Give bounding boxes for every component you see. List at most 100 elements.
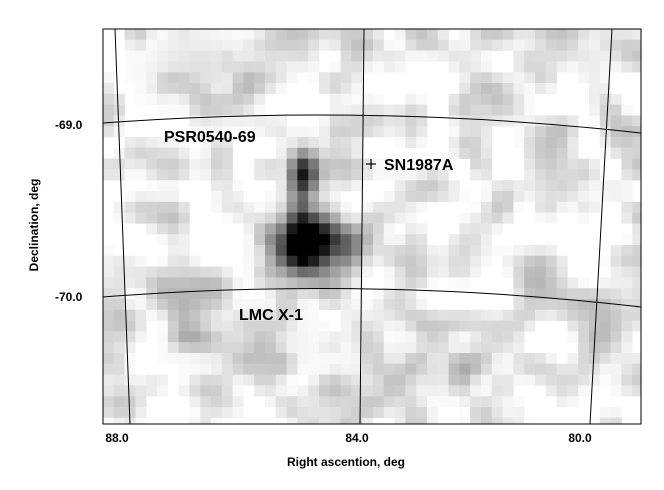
intensity-pixel — [232, 61, 244, 73]
intensity-pixel — [243, 39, 255, 51]
intensity-pixel — [524, 299, 536, 311]
intensity-pixel — [556, 137, 568, 149]
intensity-pixel — [610, 374, 622, 386]
intensity-pixel — [383, 320, 395, 332]
intensity-pixel — [232, 29, 244, 41]
intensity-pixel — [297, 417, 309, 424]
intensity-pixel — [254, 299, 266, 311]
intensity-pixel — [610, 320, 622, 332]
intensity-pixel — [167, 191, 179, 203]
intensity-pixel — [254, 342, 266, 354]
intensity-pixel — [157, 309, 169, 321]
intensity-pixel — [362, 342, 374, 354]
intensity-pixel — [340, 385, 352, 397]
intensity-pixel — [416, 331, 428, 343]
intensity-pixel — [275, 115, 287, 127]
intensity-pixel — [265, 255, 277, 267]
intensity-pixel — [275, 72, 287, 84]
intensity-pixel — [491, 374, 503, 386]
intensity-pixel — [286, 363, 298, 375]
intensity-pixel — [297, 396, 309, 408]
intensity-pixel — [610, 363, 622, 375]
intensity-pixel — [286, 277, 298, 289]
intensity-pixel — [513, 277, 525, 289]
intensity-pixel — [621, 320, 633, 332]
intensity-pixel — [265, 342, 277, 354]
intensity-pixel — [254, 158, 266, 170]
intensity-pixel — [211, 180, 223, 192]
intensity-pixel — [297, 180, 309, 192]
intensity-pixel — [427, 407, 439, 419]
intensity-pixel — [265, 374, 277, 386]
intensity-pixel — [275, 158, 287, 170]
intensity-pixel — [329, 158, 341, 170]
intensity-pixel — [362, 50, 374, 62]
intensity-pixel — [178, 61, 190, 73]
intensity-pixel — [567, 180, 579, 192]
intensity-pixel — [599, 39, 611, 51]
intensity-pixel — [340, 255, 352, 267]
intensity-pixel — [610, 115, 622, 127]
intensity-pixel — [351, 342, 363, 354]
intensity-pixel — [578, 201, 590, 213]
intensity-pixel — [265, 115, 277, 127]
intensity-pixel — [394, 126, 406, 138]
intensity-pixel — [481, 374, 493, 386]
intensity-pixel — [632, 288, 641, 300]
intensity-pixel — [545, 126, 557, 138]
intensity-pixel — [459, 61, 471, 73]
intensity-pixel — [275, 385, 287, 397]
intensity-pixel — [405, 385, 417, 397]
intensity-pixel — [124, 309, 136, 321]
intensity-pixel — [556, 158, 568, 170]
intensity-pixel — [405, 223, 417, 235]
intensity-pixel — [545, 255, 557, 267]
intensity-pixel — [621, 234, 633, 246]
intensity-pixel — [200, 93, 212, 105]
intensity-pixel — [535, 288, 547, 300]
intensity-pixel — [567, 277, 579, 289]
intensity-pixel — [232, 180, 244, 192]
intensity-pixel — [157, 266, 169, 278]
intensity-pixel — [567, 147, 579, 159]
intensity-pixel — [545, 288, 557, 300]
intensity-pixel — [448, 266, 460, 278]
intensity-pixel — [427, 180, 439, 192]
intensity-pixel — [200, 277, 212, 289]
intensity-pixel — [211, 266, 223, 278]
intensity-pixel — [319, 39, 331, 51]
intensity-pixel — [189, 158, 201, 170]
intensity-pixel — [448, 363, 460, 375]
intensity-pixel — [437, 396, 449, 408]
intensity-pixel — [578, 72, 590, 84]
intensity-pixel — [351, 266, 363, 278]
intensity-pixel — [286, 61, 298, 73]
intensity-pixel — [589, 115, 601, 127]
intensity-pixel — [178, 277, 190, 289]
intensity-pixel — [383, 374, 395, 386]
intensity-pixel — [124, 299, 136, 311]
intensity-pixel — [405, 39, 417, 51]
intensity-pixel — [545, 266, 557, 278]
intensity-pixel — [189, 39, 201, 51]
intensity-pixel — [146, 147, 158, 159]
intensity-pixel — [167, 169, 179, 181]
intensity-pixel — [589, 353, 601, 365]
intensity-pixel — [319, 385, 331, 397]
intensity-pixel — [135, 212, 147, 224]
intensity-pixel — [362, 331, 374, 343]
intensity-pixel — [481, 137, 493, 149]
intensity-pixel — [599, 331, 611, 343]
intensity-pixel — [124, 39, 136, 51]
source-label-lmc-x-1: LMC X-1 — [239, 307, 303, 324]
intensity-pixel — [427, 191, 439, 203]
intensity-pixel — [308, 407, 320, 419]
intensity-pixel — [513, 342, 525, 354]
intensity-pixel — [427, 363, 439, 375]
intensity-pixel — [254, 266, 266, 278]
intensity-pixel — [470, 104, 482, 116]
intensity-pixel — [481, 309, 493, 321]
intensity-pixel — [221, 104, 233, 116]
intensity-pixel — [394, 320, 406, 332]
intensity-pixel — [578, 288, 590, 300]
